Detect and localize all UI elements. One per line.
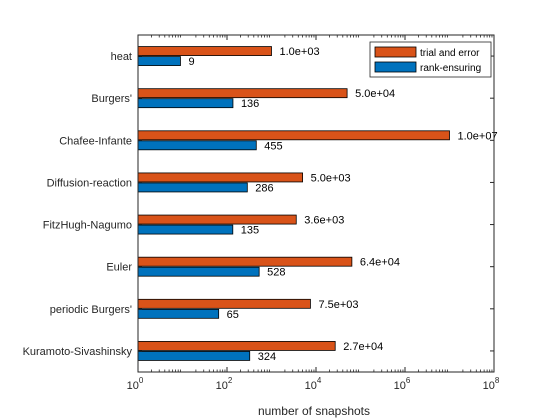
- bar-rank-ensuring: [137, 182, 248, 193]
- bars-layer: 1.0e+03 9 5.0e+04 136 1.0e+07 455 5.0e+03 286 3.…: [137, 46, 498, 363]
- bar-value-label: 6.4e+04: [360, 257, 400, 269]
- bar-value-label: 65: [227, 309, 239, 321]
- category-label: FitzHugh-Nagumo: [43, 220, 132, 232]
- bar-value-label: 5.0e+04: [355, 88, 395, 100]
- plot-border: [137, 34, 495, 373]
- legend-label: trial and error: [420, 48, 480, 59]
- x-tick-label: 106: [394, 376, 411, 392]
- x-tick-label: 108: [483, 376, 500, 392]
- bar-rank-ensuring: [137, 351, 251, 361]
- bar-trial-and-error: [137, 172, 304, 183]
- category-label: periodic Burgers': [50, 304, 132, 316]
- bar-trial-and-error: [137, 256, 353, 267]
- bar-value-label: 3.6e+03: [304, 215, 344, 227]
- x-tick-label: 100: [127, 376, 144, 392]
- bar-value-label: 528: [267, 267, 285, 279]
- legend-swatch: [374, 46, 417, 58]
- category-label: Diffusion-reaction: [47, 177, 132, 189]
- category-label: Chafee-Infante: [59, 135, 132, 147]
- bar-trial-and-error: [137, 130, 450, 141]
- axes-frame: [137, 34, 495, 373]
- bar-rank-ensuring: [137, 266, 260, 277]
- legend-label: rank-ensuring: [420, 63, 481, 74]
- bar-rank-ensuring: [137, 98, 234, 109]
- bar-value-label: 1.0e+03: [280, 46, 320, 58]
- bar-value-label: 455: [264, 140, 282, 152]
- bar-value-label: 9: [188, 56, 194, 68]
- category-label: heat: [111, 51, 132, 63]
- bar-trial-and-error: [137, 88, 348, 99]
- x-axis-title: number of snapshots: [258, 404, 370, 418]
- category-label: Burgers': [91, 93, 132, 105]
- bar-value-label: 7.5e+03: [318, 299, 358, 311]
- bar-value-label: 286: [255, 182, 273, 194]
- bar-value-label: 136: [241, 98, 259, 110]
- bar-rank-ensuring: [137, 308, 220, 319]
- legend-swatch: [374, 61, 417, 73]
- bar-trial-and-error: [137, 298, 311, 309]
- x-tick-label: 102: [216, 376, 233, 392]
- bar-value-label: 324: [258, 351, 276, 363]
- bar-rank-ensuring: [137, 56, 181, 66]
- bar-rank-ensuring: [137, 140, 257, 151]
- bar-value-label: 2.7e+04: [343, 341, 383, 353]
- bar-trial-and-error: [137, 214, 297, 225]
- category-label: Euler: [106, 262, 132, 274]
- y-axis-category-labels: heat Burgers' Chafee-Infante Diffusion-reac…: [23, 51, 133, 358]
- legend: trial and error rank-ensuring: [369, 41, 492, 78]
- x-axis-ticks: 100 102 104 106 108: [127, 35, 500, 392]
- x-tick-label: 104: [305, 376, 322, 392]
- bar-value-label: 5.0e+03: [311, 172, 351, 184]
- bar-trial-and-error: [137, 341, 336, 351]
- category-label: Kuramoto-Sivashinsky: [23, 346, 133, 358]
- bar-trial-and-error: [137, 46, 272, 56]
- bar-value-label: 135: [241, 225, 259, 237]
- bar-rank-ensuring: [137, 224, 234, 235]
- bar-value-label: 1.0e+07: [458, 130, 498, 142]
